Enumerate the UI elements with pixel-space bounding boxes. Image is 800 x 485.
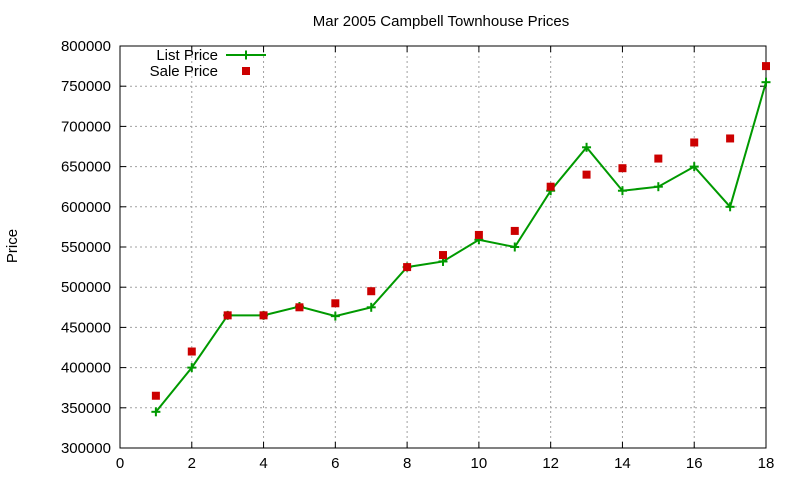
sale-price-point xyxy=(582,170,591,179)
list-price-point xyxy=(582,142,592,152)
x-tick-label: 8 xyxy=(403,455,411,472)
sale-price-point xyxy=(295,303,304,312)
x-tick-label: 2 xyxy=(188,455,196,472)
sale-price-point xyxy=(187,347,196,356)
y-tick-label: 700000 xyxy=(61,118,111,135)
list-price-point xyxy=(510,242,520,252)
y-tick-label: 500000 xyxy=(61,279,111,296)
sale-price-point xyxy=(151,391,160,400)
sale-price-point xyxy=(654,154,663,163)
sale-price-point xyxy=(223,311,232,320)
legend-label-list-price: List Price xyxy=(156,47,218,64)
y-tick-label: 750000 xyxy=(61,78,111,95)
sale-price-point xyxy=(510,226,519,235)
x-tick-label: 6 xyxy=(331,455,339,472)
list-price-point xyxy=(187,363,197,373)
legend-label-sale-price: Sale Price xyxy=(150,63,218,80)
y-tick-label: 450000 xyxy=(61,319,111,336)
y-tick-label: 800000 xyxy=(61,38,111,55)
x-tick-label: 16 xyxy=(686,455,703,472)
y-axis-label: Price xyxy=(4,229,21,263)
chart-title: Mar 2005 Campbell Townhouse Prices xyxy=(313,13,570,30)
x-tick-label: 12 xyxy=(542,455,559,472)
x-tick-label: 10 xyxy=(471,455,488,472)
sale-price-point xyxy=(403,263,412,272)
y-tick-label: 400000 xyxy=(61,360,111,377)
grid-layer xyxy=(120,46,766,448)
legend-marker-list-price xyxy=(241,50,251,60)
list-price-line xyxy=(155,81,767,413)
sale-price-point xyxy=(690,138,699,147)
y-tick-label: 550000 xyxy=(61,239,111,256)
y-tick-label: 650000 xyxy=(61,159,111,176)
sale-price-point xyxy=(331,299,340,308)
list-price-point xyxy=(653,182,663,192)
list-price-point xyxy=(725,202,735,212)
x-tick-label: 0 xyxy=(116,455,124,472)
list-price-point xyxy=(366,302,376,312)
sale-price-point xyxy=(474,230,483,239)
sale-price-point xyxy=(546,182,555,191)
sale-price-point xyxy=(367,287,376,296)
list-price-point xyxy=(151,407,161,417)
x-tick-label: 14 xyxy=(614,455,631,472)
sale-price-point xyxy=(762,62,770,71)
y-tick-label: 600000 xyxy=(61,199,111,216)
list-price-point xyxy=(617,186,627,196)
y-tick-label: 350000 xyxy=(61,400,111,417)
sale-price-point xyxy=(259,311,268,320)
sale-price-point xyxy=(618,164,627,173)
x-tick-label: 4 xyxy=(259,455,267,472)
legend-marker-sale-price xyxy=(242,67,250,75)
axis-layer: 0 2 4 6 8 10 12 14 16 18 300000 350000 400000 450000 5… xyxy=(61,38,774,472)
x-tick-label: 18 xyxy=(758,455,775,472)
y-tick-label: 300000 xyxy=(61,440,111,457)
list-price-point xyxy=(761,77,771,87)
list-price-point xyxy=(689,162,699,172)
series-layer xyxy=(151,62,771,417)
list-price-point xyxy=(330,311,340,321)
sale-price-point xyxy=(726,134,735,143)
sale-price-point xyxy=(439,251,447,260)
